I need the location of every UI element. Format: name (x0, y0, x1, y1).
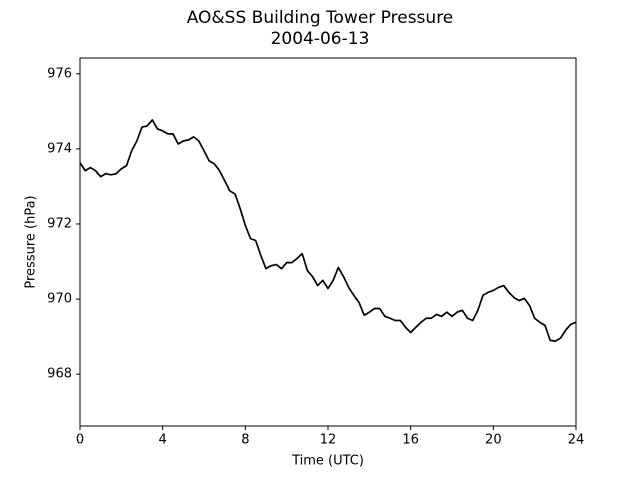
plot-frame (79, 57, 577, 427)
x-tick-label: 8 (241, 433, 249, 448)
x-tick-label: 16 (402, 433, 419, 448)
y-tick-label: 972 (47, 216, 72, 231)
y-axis-label: Pressure (hPa) (24, 195, 39, 288)
x-tick-label: 12 (320, 433, 337, 448)
x-axis-label: Time (UTC) (291, 454, 364, 469)
x-tick-label: 24 (568, 433, 585, 448)
chart-title: AO&SS Building Tower Pressure (187, 8, 454, 28)
data-line (79, 119, 577, 342)
y-tick-label: 974 (47, 141, 72, 156)
x-tick-label: 20 (485, 433, 502, 448)
x-tick-label: 4 (159, 433, 167, 448)
y-tick-label: 970 (47, 292, 72, 307)
y-tick-label: 968 (47, 367, 72, 382)
x-tick-label: 0 (76, 433, 84, 448)
chart-subtitle: 2004-06-13 (271, 29, 370, 49)
y-tick-label: 976 (47, 66, 72, 81)
